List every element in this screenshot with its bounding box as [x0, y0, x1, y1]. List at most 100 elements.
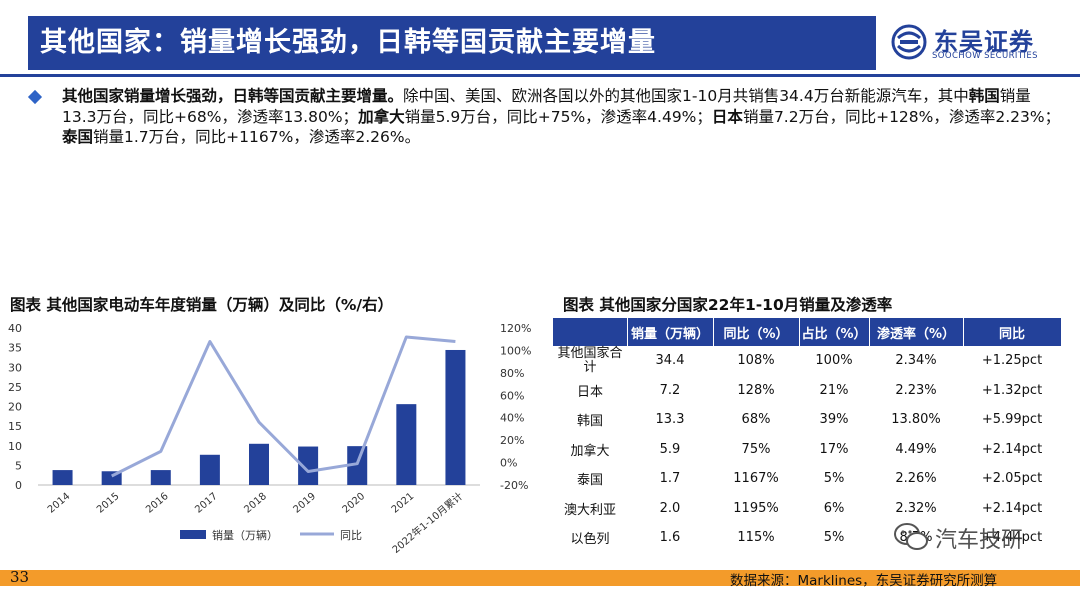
y-right-tick-label: -20% — [500, 479, 528, 492]
table-cell: 68% — [741, 412, 771, 428]
x-tick-label: 2015 — [95, 491, 122, 516]
table-cell: +4.44pct — [981, 530, 1043, 546]
table-cell: 100% — [815, 353, 853, 369]
table-cell: 泰国 — [576, 473, 603, 489]
watermark: 汽车技研 — [893, 520, 1073, 560]
table-row: 澳大利亚 2.0 1195% 6% 2.32% +2.14pct — [553, 494, 1061, 524]
y-left-tick-label: 5 — [15, 459, 22, 472]
table-cell: 5.9 — [659, 441, 681, 457]
x-tick-label: 2014 — [46, 491, 73, 516]
table-header-cell: 同比 — [963, 318, 1062, 346]
legend-bar-swatch — [180, 530, 206, 539]
logo-chinese-name: 东吴证券 — [934, 28, 1034, 56]
table-header-cell: 销量（万辆） — [627, 318, 714, 346]
y-left-tick-label: 15 — [8, 420, 22, 433]
bar-mark — [298, 446, 319, 485]
legend-bar-label: 销量（万辆） — [212, 528, 278, 542]
bar-mark — [150, 470, 171, 485]
table-cell: 5% — [823, 530, 845, 546]
sales-chart: 0 5 10 15 20 25 30 35 40 -20% 0% 20% 40% 60% 80% 100% 12… — [8, 322, 531, 556]
table-cell: 韩国 — [576, 414, 603, 430]
y-right-tick-label: 80% — [500, 367, 524, 380]
y-right-tick-label: 40% — [500, 412, 524, 425]
y-right-tick-label: 120% — [500, 322, 531, 335]
page-title: 其他国家：销量增长强劲，日韩等国贡献主要增量 — [40, 27, 656, 58]
table-cell: 39% — [819, 412, 849, 428]
table-cell: 34.4 — [655, 353, 685, 369]
table-cell: +1.32pct — [981, 382, 1043, 398]
yoy-line — [111, 335, 456, 478]
table-header-cell: 渗透率（%） — [869, 318, 964, 346]
table-cell: 13.80% — [891, 412, 941, 428]
table-cell: 2.26% — [895, 471, 937, 487]
y-left-tick-label: 20 — [8, 401, 22, 414]
table-cell: 1.6 — [659, 530, 681, 546]
company-logo: 东吴证券 SOOCHOW SECURITIES — [890, 22, 1050, 66]
table-row: 日本 7.2 128% 21% 2.23% +1.32pct — [553, 376, 1061, 406]
table-cell: 2.34% — [895, 353, 937, 369]
summary-text: 除中国、美国、欧洲各国以外的其他国家1-10月共销售34.4万台新能源汽车，其中 — [403, 87, 969, 105]
table-cell: +5.99pct — [981, 412, 1043, 428]
y-right-tick-label: 60% — [500, 389, 524, 402]
header-rule — [0, 74, 1080, 77]
table-cell: 21% — [819, 382, 849, 398]
title-bar — [28, 16, 876, 70]
table-cell: 1195% — [733, 500, 779, 516]
y-left-tick-label: 0 — [15, 479, 22, 492]
x-tick-label: 2018 — [242, 491, 269, 516]
x-tick-label: 2017 — [193, 491, 220, 516]
summary-canada: 加拿大 — [358, 107, 405, 126]
table-cell: 2.23% — [895, 382, 937, 398]
y-left-tick-label: 40 — [8, 322, 22, 335]
table-row: 其他国家合计 34.4 108% 100% 2.34% +1.25pct — [553, 346, 1061, 376]
y-left-tick-label: 10 — [8, 440, 22, 453]
table-cell: 2.32% — [895, 500, 937, 516]
table-header-cell: 同比（%） — [713, 318, 800, 346]
bar-mark — [396, 404, 417, 485]
table-header-cell: 占比（%） — [799, 318, 870, 346]
right-figure-title: 图表 其他国家分国家22年1-10月销量及渗透率 — [563, 296, 893, 314]
summary-text: 销量5.9万台，同比+75%，渗透率4.49%； — [404, 107, 712, 126]
bullet-diamond-icon — [27, 89, 43, 105]
table-cell: 7.2 — [659, 382, 681, 398]
wechat-icon — [894, 523, 928, 550]
table-row: 泰国 1.7 1167% 5% 2.26% +2.05pct — [553, 464, 1061, 494]
x-tick-label: 2016 — [144, 491, 171, 516]
y-right-tick-label: 0% — [500, 457, 517, 470]
soochow-logo-icon — [891, 24, 927, 60]
summary-text: 销量7.2万台，同比+128%，渗透率2.23%； — [742, 107, 1061, 126]
legend-line-label: 同比 — [340, 529, 362, 542]
summary-paragraph: 其他国家销量增长强劲，日韩等国贡献主要增量。除中国、美国、欧洲各国以外的其他国家… — [62, 86, 1062, 148]
country-table: 销量（万辆） 同比（%） 占比（%） 渗透率（%） 同比 其他国家合计 34.4… — [553, 318, 1062, 553]
summary-japan: 日本 — [711, 107, 743, 126]
left-figure-title: 图表 其他国家电动车年度销量（万辆）及同比（%/右） — [10, 296, 394, 314]
bar-mark — [347, 446, 368, 485]
table-cell: +2.14pct — [981, 500, 1043, 516]
summary-text: 销量13.3万台，同比+68%，渗透率13.80%； — [62, 87, 1031, 126]
table-cell: 6% — [823, 500, 845, 516]
table-row: 韩国 13.3 68% 39% 13.80% +5.99pct — [553, 405, 1061, 435]
table-cell: +2.05pct — [981, 471, 1043, 487]
table-cell: 13.3 — [655, 412, 685, 428]
source-note: 数据来源：Marklines，东吴证券研究所测算 — [730, 573, 998, 589]
footer-bar — [0, 570, 1080, 586]
table-header-cell — [553, 318, 628, 346]
y-right-tick-label: 20% — [500, 434, 524, 447]
table-cell: 以色列 — [570, 532, 610, 548]
y-left-tick-label: 35 — [8, 342, 22, 355]
table-cell: 1.7 — [659, 471, 681, 487]
table-cell: +1.25pct — [981, 353, 1043, 369]
table-header-row: 销量（万辆） 同比（%） 占比（%） 渗透率（%） 同比 — [553, 318, 1062, 346]
summary-korea: 韩国 — [968, 87, 1000, 105]
table-cell: 17% — [819, 441, 849, 457]
y-right-tick-label: 100% — [500, 344, 531, 357]
table-cell: 108% — [737, 353, 775, 369]
table-cell: +2.14pct — [981, 441, 1043, 457]
summary-lead: 其他国家销量增长强劲，日韩等国贡献主要增量。 — [62, 87, 404, 105]
bar-mark — [199, 454, 220, 485]
bar-mark — [249, 443, 269, 485]
summary-text: 销量1.7万台，同比+1167%，渗透率2.26%。 — [93, 128, 421, 146]
x-tick-label: 2020 — [341, 491, 368, 516]
table-cell: 115% — [737, 530, 775, 546]
y-left-tick-label: 30 — [8, 361, 22, 374]
